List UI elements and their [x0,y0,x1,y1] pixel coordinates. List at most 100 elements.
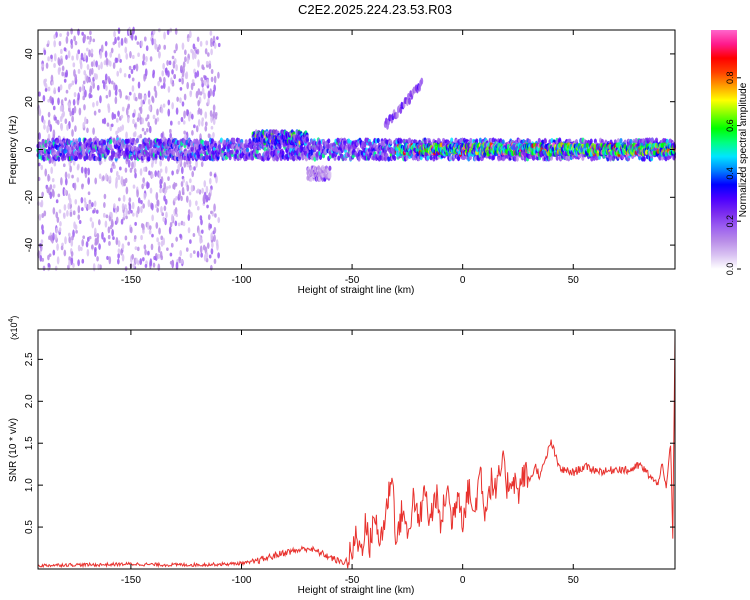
spectrogram-cell [142,223,145,232]
spectrogram-cell [128,91,132,96]
spectrogram-cell [77,49,81,55]
spectrogram-cell [183,161,187,168]
spectrogram-cell [61,104,65,113]
spectrogram-cell [98,219,101,226]
spectrogram-cell [147,156,151,162]
spectrogram-cell [44,88,48,92]
spectrogram-cell [194,71,198,79]
spectrogram-cell [148,105,152,112]
spectrogram-cell [178,190,182,198]
spectrogram-cell [64,97,67,102]
spectrogram-cell [157,241,161,246]
spectrogram-cell [328,165,332,171]
spectrogram-cell [94,156,98,162]
spectrogram-cell [593,138,597,144]
spectrogram-cell [327,138,331,144]
spectrogram-cell [60,122,64,132]
spectrogram-cell [111,161,115,167]
spectrogram-cell [129,167,133,173]
spectrogram-cell [590,156,594,162]
spectrogram-cell [131,85,135,92]
spectrogram-cell [125,215,128,220]
spectrogram-cell [73,182,77,191]
spectrogram-cell [117,36,120,41]
spectrogram-cell [154,90,158,99]
spectrogram-cell [128,65,132,71]
spectrogram-cell [159,188,162,194]
spectrogram-cell [133,235,137,240]
spectrogram-cell [38,107,41,115]
spectrogram-cell [115,170,119,177]
spectrogram-cell [263,147,267,153]
spectrogram-cell [74,151,78,157]
spectrogram-cell [154,118,158,125]
spectrogram-cell [120,37,124,46]
spectrogram-cell [47,153,51,159]
spectrogram-cell [148,125,152,134]
spectrogram-cell [189,239,192,244]
spectrogram-cell [158,51,161,58]
spectrogram-cell [469,137,473,144]
spectrogram-cell [60,48,63,55]
spectrogram-cell [151,202,154,211]
spectrogram-cell [204,121,208,127]
spectrogram-cell [120,218,124,225]
spectrogram-cell [100,61,103,70]
spectrogram-cell [214,213,217,218]
spectrogram-cell [205,154,209,161]
spectrogram-cell [117,110,120,117]
spectrogram-cell [77,205,81,214]
spectrogram-cell [357,156,361,162]
spectrogram-cell [187,113,191,122]
spectrogram-cell [170,77,173,85]
spectrogram-cell [113,203,116,209]
spectrogram-cell [77,244,81,252]
spectrogram-cell [209,171,213,177]
spectrogram-cell [167,99,171,106]
spectrogram-cell [89,85,93,93]
spectrogram-cell [84,201,87,209]
spectrogram-cell [117,248,121,254]
spectrogram-cell [215,175,218,184]
spectrogram-cell [136,189,139,198]
spectrogram-cell [77,259,80,267]
spectrogram-cell [61,113,64,119]
spectrogram-cell [191,79,195,84]
spectrogram-cell [317,165,321,171]
spectrogram-cell [90,52,94,58]
spectrogram-cell [112,236,115,241]
spectrogram-cell [141,127,145,132]
spectrogram-cell [117,253,120,259]
spectrogram-cell [153,38,157,45]
spectrogram-cell [118,197,121,202]
spectrogram-cell [206,242,210,250]
spectrogram-cell [172,183,175,189]
spectrogram-cell [190,211,193,218]
spectrogram-cell [93,200,97,207]
spectrogram-cell [80,52,84,61]
spectrogram-cell [57,156,61,162]
spectrogram-cell [134,221,137,226]
spectrogram-cell [102,212,106,218]
spectrogram-cell [125,186,129,195]
spectrogram-cell [42,94,46,102]
spectrogram-cell [158,147,162,153]
spectrogram-cell [132,212,135,217]
spectrogram-cell [71,111,75,116]
spectrogram-cell [104,220,108,228]
spectrogram-cell [183,93,187,101]
spectrogram-cell [110,218,114,227]
spectrogram-cell [92,127,95,135]
spectrogram-cell [204,48,208,55]
spectrogram-cell [64,177,68,186]
spectrogram-cell [182,120,186,125]
spectrogram-cell [124,235,128,241]
spectrogram-cell [38,213,42,221]
spectrogram-cell [163,182,167,190]
spectrogram-cell [88,49,91,58]
spectrogram-cell [88,235,92,240]
spectrogram-cell [129,226,133,234]
spectrogram-cell [176,169,179,175]
spectrogram-cell [63,155,67,161]
spectrogram-cell [108,240,111,246]
